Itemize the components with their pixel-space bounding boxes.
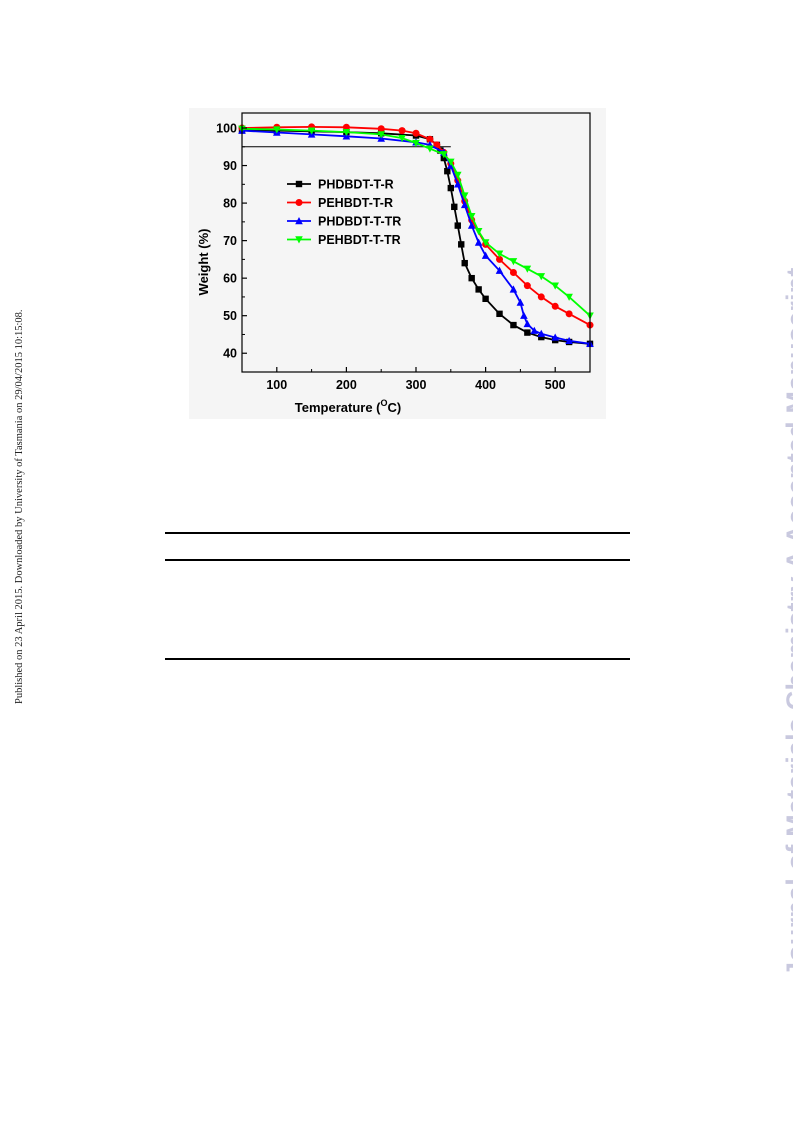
table-top-rule (165, 532, 630, 535)
data-point-PHDBDT-T-TR-21 (551, 333, 559, 341)
data-point-PHDBDT-T-TR-19 (530, 326, 539, 334)
data-point-PEHBDT-T-R-6 (412, 129, 420, 137)
data-point-PEHBDT-T-TR-12 (467, 213, 476, 221)
data-point-PHDBDT-T-TR-11 (467, 221, 476, 229)
data-point-PEHBDT-T-R-15 (496, 255, 504, 263)
y-tick-label: 90 (223, 159, 237, 173)
chart-background (189, 108, 606, 419)
data-point-PEHBDT-T-TR-3 (342, 128, 351, 137)
data-point-PHDBDT-T-R-18 (482, 295, 489, 303)
x-tick-label: 300 (406, 378, 427, 392)
y-tick-label: 60 (223, 272, 237, 286)
data-point-PHDBDT-T-TR-12 (474, 238, 483, 246)
y-tick-label: 100 (216, 122, 237, 136)
publication-note: Published on 23 April 2015. Downloaded b… (14, 309, 25, 704)
data-point-PEHBDT-T-TR-15 (495, 250, 504, 258)
x-tick-label: 400 (475, 378, 496, 392)
data-point-PEHBDT-T-TR-17 (523, 265, 532, 273)
data-point-PEHBDT-T-TR-10 (453, 171, 462, 179)
legend: PHDBDT-T-R PEHBDT-T-R PHDBDT-T-TR PEHBDT-T-… (287, 178, 401, 247)
data-point-PEHBDT-T-TR-2 (307, 127, 316, 135)
legend-label-PHDBDT-T-TR: PHDBDT-T-TR (318, 215, 401, 229)
y-tick-label: 70 (223, 234, 237, 248)
data-point-PEHBDT-T-R-4 (377, 125, 385, 133)
x-axis-title-tail: C) (388, 400, 402, 415)
y-tick-label: 50 (223, 309, 237, 323)
data-point-PHDBDT-T-TR-14 (495, 266, 504, 274)
data-point-PEHBDT-T-TR-8 (440, 151, 448, 159)
data-point-PEHBDT-T-TR-11 (460, 192, 469, 200)
data-point-PEHBDT-T-TR-9 (447, 158, 455, 166)
legend-marker-PHDBDT-T-R (295, 180, 303, 188)
legend-marker-PHDBDT-T-TR (295, 217, 303, 225)
axes: 100 200 300 400 500 40 50 60 70 80 90 100 (216, 112, 591, 392)
table-header-rule (165, 559, 630, 562)
data-point-PHDBDT-T-TR-13 (481, 251, 490, 259)
data-point-PHDBDT-T-TR-16 (516, 298, 525, 306)
legend-marker-PEHBDT-T-R (295, 199, 303, 206)
data-point-PHDBDT-T-R-11 (447, 184, 454, 192)
data-point-PHDBDT-T-TR-10 (460, 200, 469, 209)
data-point-PEHBDT-T-R-5 (398, 127, 406, 135)
data-point-PEHBDT-T-R-17 (523, 282, 531, 290)
data-point-PHDBDT-T-R-16 (468, 274, 475, 282)
data-point-PEHBDT-T-TR-14 (481, 239, 490, 247)
data-point-PEHBDT-T-R-7 (426, 135, 434, 143)
data-point-PHDBDT-T-R-13 (454, 222, 461, 229)
y-tick-label: 80 (223, 197, 237, 211)
table-bottom-rule (165, 658, 630, 661)
data-point-PHDBDT-T-R-17 (475, 286, 482, 293)
data-point-PHDBDT-T-R-22 (538, 333, 545, 341)
data-point-PHDBDT-T-R-15 (461, 259, 468, 267)
plot-layer (238, 112, 594, 348)
data-point-PEHBDT-T-R-20 (565, 310, 573, 318)
x-axis-title-main: Temperature ( (295, 400, 381, 415)
data-point-PEHBDT-T-TR-16 (509, 258, 518, 266)
data-point-PEHBDT-T-R-8 (433, 141, 441, 149)
data-point-PHDBDT-T-R-19 (496, 310, 503, 318)
data-point-PHDBDT-T-R-21 (524, 329, 531, 336)
data-point-PHDBDT-T-TR-20 (537, 329, 546, 337)
x-axis-title-superscript: O (381, 398, 388, 408)
data-point-PEHBDT-T-TR-6 (412, 139, 420, 148)
legend-label-PEHBDT-T-R: PEHBDT-T-R (318, 196, 393, 210)
data-point-PHDBDT-T-TR-15 (509, 285, 518, 293)
data-point-PHDBDT-T-R-20 (510, 321, 517, 329)
data-point-PEHBDT-T-R-16 (509, 269, 517, 277)
data-point-PEHBDT-T-R-19 (551, 302, 559, 310)
data-point-PEHBDT-T-TR-7 (426, 145, 434, 153)
data-point-PEHBDT-T-TR-5 (398, 134, 406, 143)
legend-marker-PEHBDT-T-TR (295, 236, 303, 244)
data-point-PEHBDT-T-R-18 (537, 293, 545, 301)
legend-label-PEHBDT-T-TR: PEHBDT-T-TR (318, 233, 401, 247)
data-point-PEHBDT-T-TR-19 (551, 282, 559, 290)
data-point-PEHBDT-T-TR-4 (377, 131, 385, 139)
data-point-PHDBDT-T-R-12 (451, 203, 458, 211)
x-tick-label: 500 (545, 378, 566, 392)
x-tick-label: 100 (266, 378, 287, 392)
data-point-PEHBDT-T-TR-13 (474, 228, 483, 236)
data-point-PHDBDT-T-R-10 (444, 167, 451, 175)
data-point-PEHBDT-T-TR-18 (537, 273, 546, 281)
data-point-PHDBDT-T-TR-9 (453, 180, 462, 188)
data-point-PHDBDT-T-TR-18 (523, 319, 532, 328)
data-point-PHDBDT-T-TR-17 (520, 311, 528, 319)
x-tick-label: 200 (336, 378, 357, 392)
data-point-PHDBDT-T-R-14 (458, 241, 465, 248)
data-point-PEHBDT-T-TR-1 (273, 126, 281, 134)
journal-watermark: Journal of Materials Chemistry A Accepte… (781, 267, 793, 977)
legend-label-PHDBDT-T-R: PHDBDT-T-R (318, 178, 394, 192)
series-line-PEHBDT-T-TR (241, 127, 591, 317)
data-point-PHDBDT-T-TR-22 (565, 336, 573, 345)
tga-chart: PHDBDT-T-R PEHBDT-T-R PHDBDT-T-TR PEHBDT-T-… (189, 108, 606, 419)
data-point-PEHBDT-T-TR-20 (565, 293, 573, 301)
x-axis-title: Temperature (OC) (295, 398, 401, 415)
y-tick-label: 40 (223, 347, 237, 361)
y-axis-title: Weight (%) (196, 229, 211, 296)
